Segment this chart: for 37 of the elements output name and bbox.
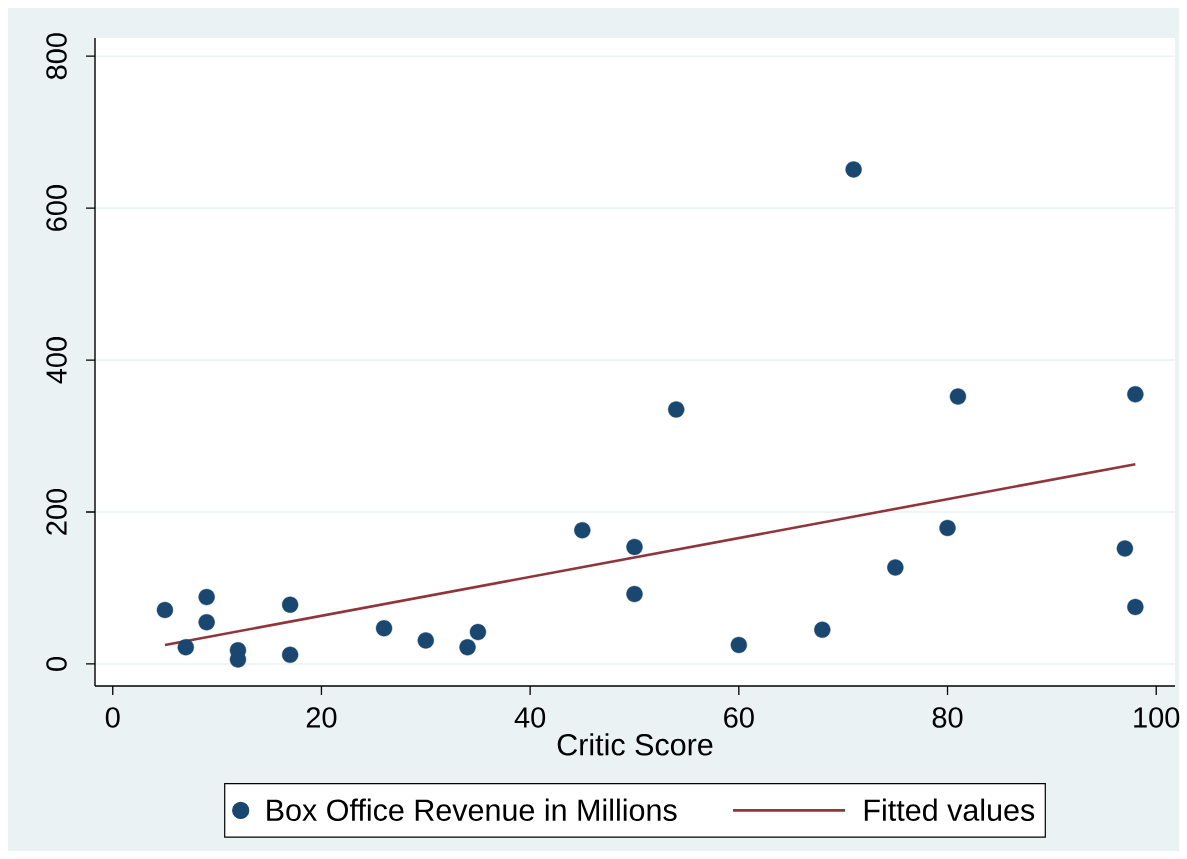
x-tick-label: 100 — [1134, 707, 1180, 728]
point — [281, 596, 299, 613]
x-tick-label: 0 — [105, 707, 120, 728]
point — [845, 161, 862, 178]
x-tick-label: 80 — [932, 707, 963, 728]
point — [949, 388, 967, 405]
point — [939, 519, 956, 537]
x-tick-label: 40 — [514, 707, 546, 728]
point — [1127, 386, 1144, 403]
y-tick-label: 200 — [46, 488, 67, 535]
point — [814, 621, 831, 638]
point — [198, 613, 215, 631]
point — [198, 588, 215, 606]
y-tick-label: 600 — [46, 185, 67, 231]
y-tick-label: 400 — [46, 337, 67, 384]
y-tick-label: 800 — [46, 33, 67, 80]
point — [730, 636, 748, 654]
point — [459, 639, 476, 656]
point — [887, 559, 904, 576]
point — [1116, 540, 1134, 557]
point — [574, 522, 591, 539]
y-tick-label: 0 — [46, 657, 67, 671]
x-tick-label: 20 — [306, 707, 337, 728]
point — [177, 639, 194, 656]
point — [469, 623, 487, 641]
point — [375, 620, 393, 637]
x-tick-label: 60 — [724, 707, 754, 728]
legend-label: Fitted values — [864, 798, 1035, 821]
point — [1127, 598, 1144, 616]
point — [417, 632, 434, 649]
point — [281, 646, 299, 664]
point — [626, 538, 643, 556]
point — [156, 601, 174, 619]
point — [626, 585, 643, 603]
x-axis-title: Critic Score — [557, 733, 713, 756]
legend-label: Box Office Revenue in Millions — [267, 798, 677, 821]
point — [668, 401, 685, 418]
